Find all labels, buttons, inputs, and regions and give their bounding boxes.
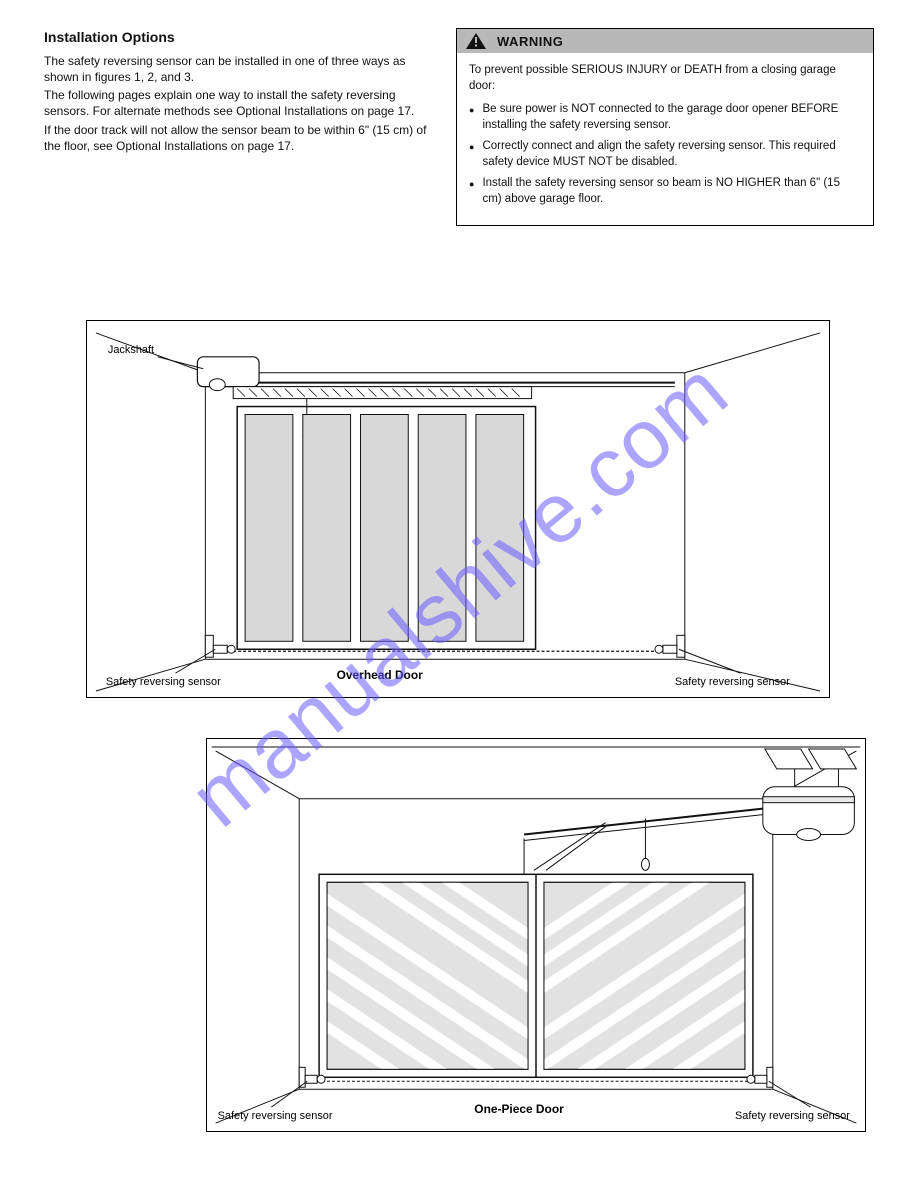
warning-bullet-3: Install the safety reversing sensor so b… [482, 176, 861, 207]
label-sensor-left-2: Safety reversing sensor [218, 1110, 333, 1122]
paragraph-3: If the door track will not allow the sen… [44, 122, 436, 154]
label-jackshaft: Jackshaft [108, 344, 154, 356]
ceiling-opener-icon [763, 787, 855, 841]
label-one-piece-door: One-Piece Door [474, 1102, 564, 1116]
one-piece-door-panels [307, 866, 765, 1131]
diagram-one-piece-door: Safety reversing sensor Safety reversing… [206, 738, 866, 1132]
warning-block: WARNING To prevent possible SERIOUS INJU… [456, 28, 874, 226]
warning-title: WARNING [497, 34, 563, 49]
warning-bullet-1: Be sure power is NOT connected to the ga… [482, 102, 861, 133]
section-heading: Installation Options [44, 28, 436, 47]
warning-lead: To prevent possible SERIOUS INJURY or DE… [469, 63, 861, 94]
warning-triangle-icon [465, 32, 487, 50]
label-sensor-left: Safety reversing sensor [106, 676, 221, 688]
diagram-overhead-door: Safety reversing sensor Safety reversing… [86, 320, 830, 698]
paragraph-1: The safety reversing sensor can be insta… [44, 53, 436, 85]
label-sensor-right-2: Safety reversing sensor [735, 1110, 850, 1122]
right-sensor-bracket-icon [655, 635, 685, 657]
instruction-text: Installation Options The safety reversin… [44, 28, 436, 226]
right-sensor-bracket-icon-2 [747, 1067, 773, 1087]
label-sensor-right: Safety reversing sensor [675, 676, 790, 688]
left-sensor-bracket-icon [205, 635, 235, 657]
warning-header: WARNING [457, 29, 873, 53]
warning-bullets: Be sure power is NOT connected to the ga… [469, 102, 861, 207]
overhead-door-panels [237, 407, 535, 650]
label-overhead-door: Overhead Door [337, 668, 423, 682]
paragraph-2: The following pages explain one way to i… [44, 87, 436, 119]
warning-bullet-2: Correctly connect and align the safety r… [482, 139, 861, 170]
